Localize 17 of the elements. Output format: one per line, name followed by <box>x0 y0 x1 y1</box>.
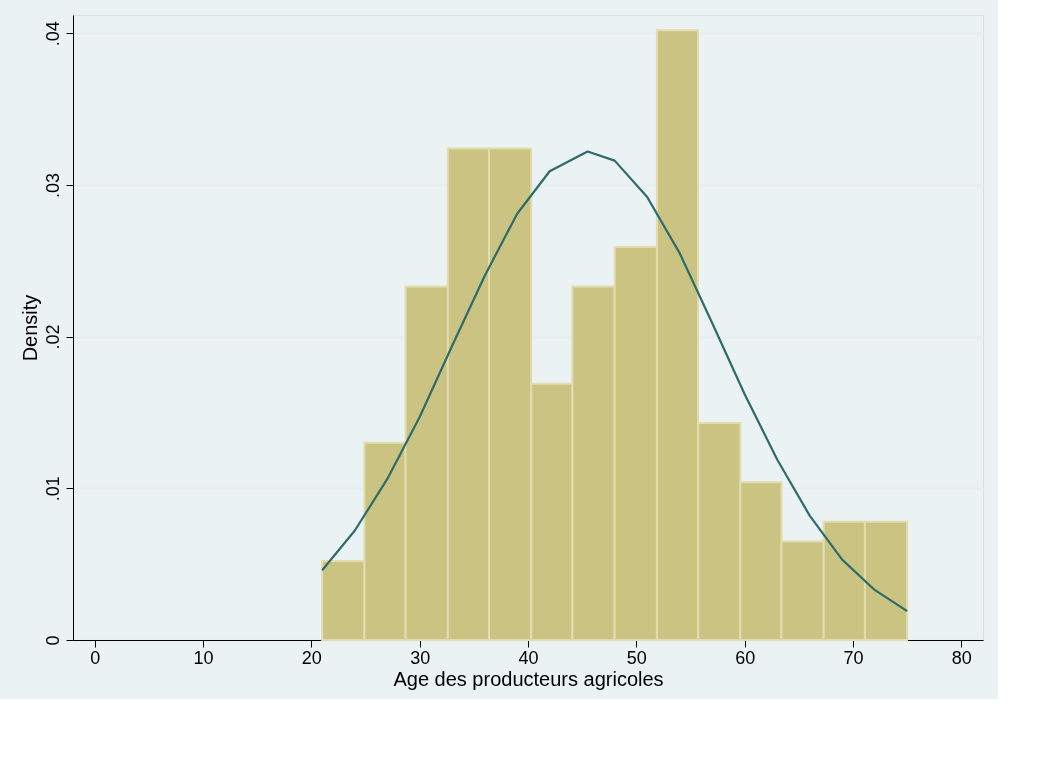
y-tick-label: .03 <box>42 172 63 198</box>
x-tick-label: 30 <box>410 647 431 668</box>
y-tick-label: .04 <box>42 21 63 47</box>
x-tick-label: 50 <box>626 647 647 668</box>
x-tick-label: 0 <box>90 647 101 668</box>
x-tick-label: 70 <box>843 647 864 668</box>
x-tick-label: 10 <box>193 647 214 668</box>
x-tick-label: 20 <box>301 647 322 668</box>
y-tick-label: .01 <box>42 476 63 502</box>
y-tick-label: 0 <box>42 635 63 646</box>
y-tick-label: .02 <box>42 324 63 350</box>
x-tick-label: 60 <box>735 647 756 668</box>
y-axis-title: Density <box>18 294 41 362</box>
x-tick-label: 40 <box>518 647 539 668</box>
line-series <box>321 150 909 613</box>
x-axis-title: Age des producteurs agricoles <box>393 667 664 690</box>
x-tick-label: 80 <box>951 647 972 668</box>
